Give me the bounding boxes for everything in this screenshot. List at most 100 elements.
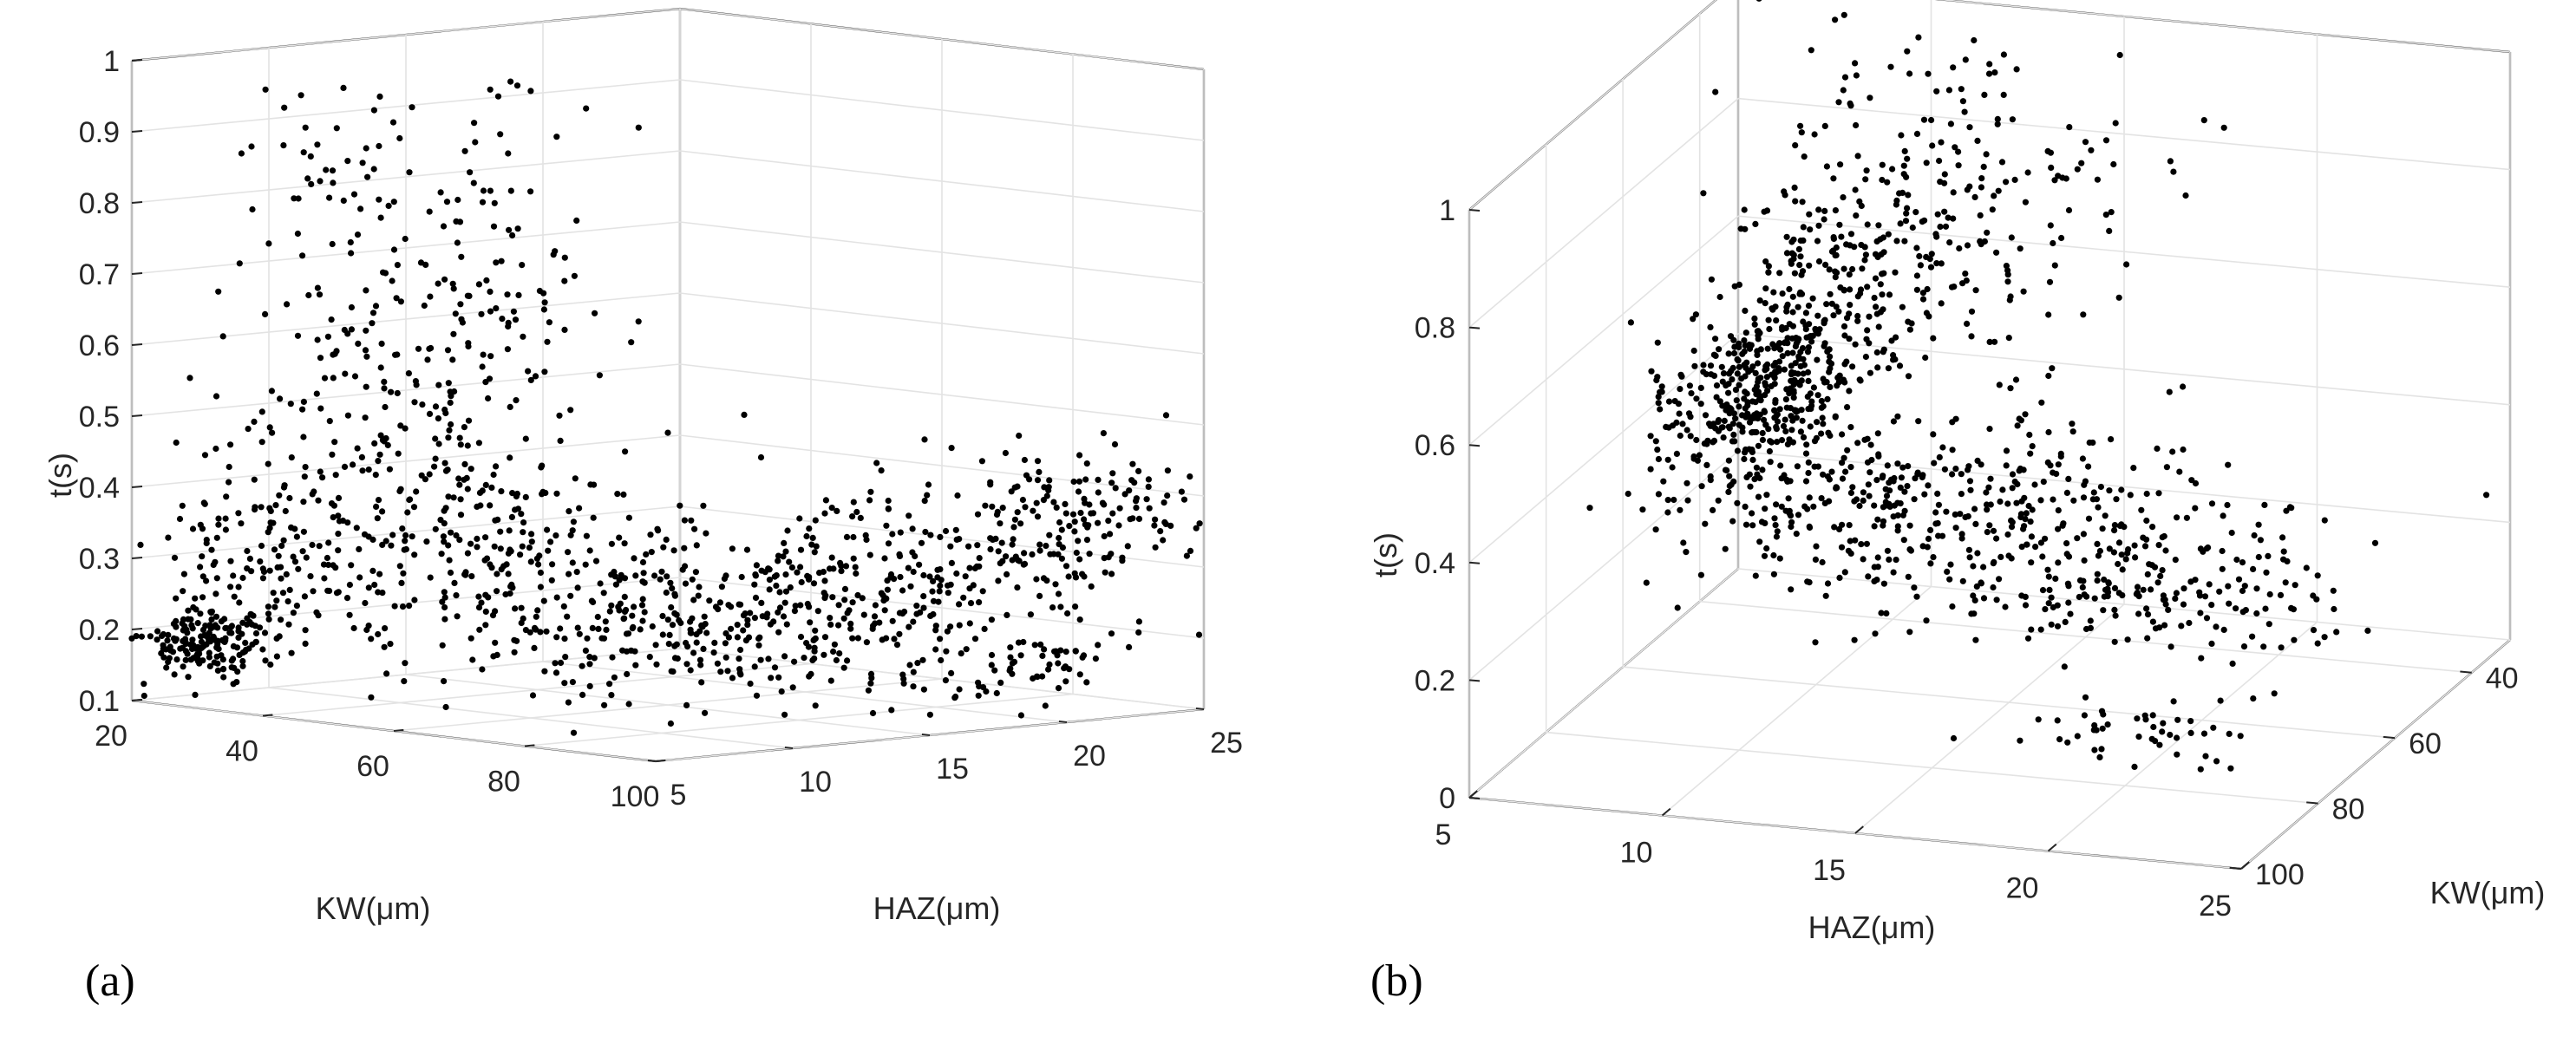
scatter-point: [937, 582, 944, 590]
scatter-point: [1105, 518, 1112, 525]
scatter-point: [711, 639, 718, 647]
y-tick: [2229, 866, 2242, 870]
scatter-point: [639, 617, 646, 624]
scatter-point: [982, 502, 989, 509]
scatter-point: [1839, 460, 1846, 466]
scatter-point: [1759, 466, 1766, 473]
scatter-point: [552, 669, 560, 676]
scatter-point: [1899, 303, 1906, 310]
scatter-point: [1783, 303, 1790, 310]
scatter-point: [1041, 646, 1048, 653]
x-tick: [1468, 790, 1478, 799]
scatter-point: [863, 639, 871, 646]
scatter-point: [1972, 636, 1979, 643]
scatter-point: [821, 577, 828, 584]
grid-line: [542, 22, 1068, 723]
scatter-point: [1847, 100, 1854, 107]
scatter-point: [184, 629, 191, 636]
scatter-point: [1840, 194, 1847, 201]
scatter-point: [929, 588, 936, 595]
scatter-point: [1045, 666, 1052, 673]
scatter-point: [446, 557, 453, 564]
grid-line: [1545, 144, 2318, 805]
scatter-point: [1732, 415, 1739, 422]
scatter-point: [1152, 544, 1159, 551]
y-tick: [784, 746, 794, 749]
scatter-point: [1815, 206, 1822, 213]
scatter-point: [888, 707, 895, 714]
scatter-point: [1790, 381, 1797, 388]
scatter-point: [2240, 643, 2248, 650]
scatter-point: [797, 602, 804, 609]
scatter-point: [335, 494, 343, 502]
scatter-point: [2321, 517, 2328, 524]
scatter-point: [1119, 554, 1126, 561]
scatter-point: [671, 610, 678, 617]
scatter-point: [1890, 352, 1897, 359]
scatter-point: [693, 639, 700, 646]
scatter-point: [505, 319, 512, 326]
scatter-point: [2037, 626, 2044, 633]
scatter-point: [921, 436, 928, 443]
scatter-point: [896, 630, 903, 637]
scatter-point: [1962, 271, 1969, 277]
scatter-point: [1904, 48, 1911, 55]
scatter-point: [1739, 412, 1746, 419]
scatter-point: [592, 310, 598, 316]
scatter-point: [997, 679, 1004, 687]
scatter-point: [1762, 380, 1769, 387]
scatter-point: [1741, 395, 1748, 402]
scatter-point: [1837, 161, 1844, 168]
scatter-point: [238, 520, 245, 527]
scatter-point: [446, 427, 453, 434]
scatter-point: [1796, 262, 1803, 269]
scatter-point: [381, 378, 388, 385]
scatter-point: [1962, 513, 1969, 521]
scatter-point: [228, 623, 235, 629]
scatter-point: [696, 584, 703, 590]
scatter-point: [1180, 496, 1188, 503]
scatter-point: [1710, 506, 1716, 514]
scatter-point: [971, 636, 979, 642]
scatter-point: [1788, 427, 1795, 434]
scatter-point: [681, 517, 689, 524]
scatter-point: [1736, 340, 1742, 347]
scatter-point: [2004, 531, 2011, 538]
scatter-point: [402, 235, 409, 243]
scatter-point: [1945, 87, 1952, 94]
scatter-point: [1938, 300, 1945, 307]
scatter-point: [1919, 290, 1926, 297]
scatter-point: [2201, 593, 2209, 600]
scatter-point: [418, 472, 425, 479]
scatter-point: [1818, 397, 1825, 405]
scatter-point: [920, 571, 927, 579]
scatter-point: [1913, 245, 1920, 251]
scatter-point: [1879, 291, 1886, 298]
scatter-point: [518, 604, 525, 611]
scatter-point: [461, 460, 468, 468]
scatter-point: [849, 599, 856, 606]
scatter-point: [2149, 618, 2156, 625]
scatter-point: [1984, 529, 1991, 536]
scatter-point: [2166, 388, 2173, 395]
scatter-point: [348, 303, 355, 311]
z-tick-label: 1: [103, 45, 120, 78]
scatter-point: [465, 340, 472, 347]
scatter-point: [1875, 323, 1882, 330]
scatter-point: [2183, 514, 2190, 521]
scatter-point: [215, 515, 222, 522]
scatter-point: [226, 463, 232, 471]
scatter-point: [1765, 316, 1772, 323]
scatter-point: [321, 575, 328, 582]
scatter-point: [199, 626, 207, 634]
scatter-point: [1890, 513, 1897, 520]
scatter-point: [528, 531, 535, 538]
scatter-point: [842, 563, 850, 570]
scatter-point: [2093, 727, 2100, 734]
scatter-point: [2004, 267, 2011, 274]
scatter-point: [1818, 495, 1825, 502]
scatter-point: [244, 621, 251, 628]
scatter-point: [435, 415, 441, 422]
scatter-point: [1830, 234, 1837, 241]
scatter-point: [527, 376, 534, 383]
